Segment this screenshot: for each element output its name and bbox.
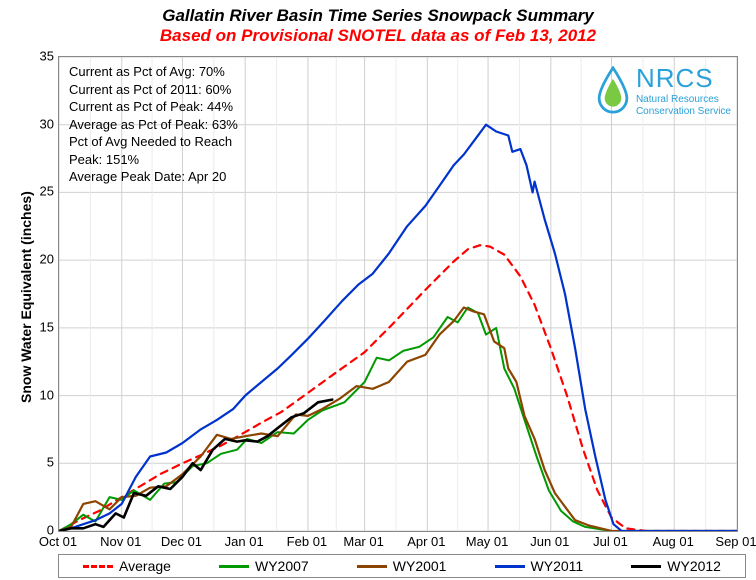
legend-label: Average <box>119 558 171 574</box>
stats-line: Average as Pct of Peak: 63% <box>69 116 238 134</box>
legend: Average WY2007 WY2001 WY2011 WY2012 <box>58 554 746 578</box>
logo-main: NRCS <box>636 63 731 94</box>
legend-swatch <box>219 565 249 568</box>
legend-label: WY2011 <box>531 558 584 574</box>
stats-line: Peak: 151% <box>69 151 238 169</box>
y-tick-label: 35 <box>30 49 54 64</box>
x-tick-label: Dec 01 <box>161 534 202 549</box>
y-tick-label: 20 <box>30 252 54 267</box>
x-tick-label: May 01 <box>466 534 509 549</box>
x-tick-label: Oct 01 <box>39 534 77 549</box>
y-tick-label: 30 <box>30 116 54 131</box>
series-wy2001 <box>59 308 737 532</box>
stats-line: Pct of Avg Needed to Reach <box>69 133 238 151</box>
x-tick-label: Apr 01 <box>407 534 445 549</box>
x-tick-label: Jul 01 <box>593 534 628 549</box>
legend-label: WY2001 <box>393 558 447 574</box>
legend-swatch <box>357 565 387 568</box>
stats-box: Current as Pct of Avg: 70%Current as Pct… <box>69 63 238 186</box>
legend-item-wy2001: WY2001 <box>357 558 447 574</box>
y-tick-label: 10 <box>30 387 54 402</box>
legend-label: WY2007 <box>255 558 309 574</box>
chart-subtitle: Based on Provisional SNOTEL data as of F… <box>0 26 756 46</box>
logo-text: NRCS Natural Resources Conservation Serv… <box>636 63 731 117</box>
x-tick-label: Feb 01 <box>287 534 327 549</box>
stats-line: Current as Pct of 2011: 60% <box>69 81 238 99</box>
legend-label: WY2012 <box>667 558 721 574</box>
y-axis-label: Snow Water Equivalent (inches) <box>18 191 34 403</box>
legend-swatch <box>495 565 525 568</box>
logo-sub2: Conservation Service <box>636 106 731 118</box>
y-tick-label: 5 <box>30 455 54 470</box>
logo-sub1: Natural Resources <box>636 94 731 106</box>
legend-item-average: Average <box>83 558 171 574</box>
stats-line: Average Peak Date: Apr 20 <box>69 168 238 186</box>
x-tick-label: Aug 01 <box>653 534 694 549</box>
chart-container: Gallatin River Basin Time Series Snowpac… <box>0 0 756 580</box>
y-tick-label: 25 <box>30 184 54 199</box>
legend-item-wy2011: WY2011 <box>495 558 584 574</box>
x-tick-label: Mar 01 <box>343 534 383 549</box>
chart-title: Gallatin River Basin Time Series Snowpac… <box>0 6 756 26</box>
y-tick-label: 15 <box>30 319 54 334</box>
x-tick-label: Nov 01 <box>100 534 141 549</box>
x-tick-label: Sep 01 <box>715 534 756 549</box>
stats-line: Current as Pct of Avg: 70% <box>69 63 238 81</box>
series-wy2007 <box>59 308 737 532</box>
title-block: Gallatin River Basin Time Series Snowpac… <box>0 6 756 46</box>
nrcs-logo: NRCS Natural Resources Conservation Serv… <box>594 63 731 117</box>
legend-item-wy2012: WY2012 <box>631 558 721 574</box>
legend-swatch <box>83 565 113 568</box>
droplet-icon <box>594 66 632 114</box>
legend-swatch <box>631 565 661 568</box>
stats-line: Current as Pct of Peak: 44% <box>69 98 238 116</box>
plot-area: Current as Pct of Avg: 70%Current as Pct… <box>58 56 738 532</box>
legend-item-wy2007: WY2007 <box>219 558 309 574</box>
x-tick-label: Jan 01 <box>225 534 264 549</box>
x-tick-label: Jun 01 <box>530 534 569 549</box>
